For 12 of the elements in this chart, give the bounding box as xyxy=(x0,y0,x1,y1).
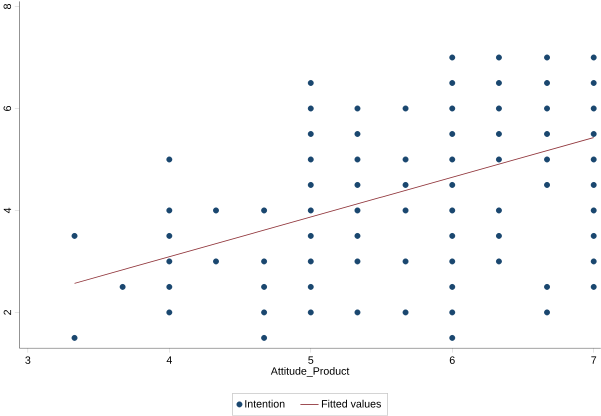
x-tick-label: 5 xyxy=(308,356,314,364)
legend-label: Fitted values xyxy=(322,400,381,408)
x-tick-label: 3 xyxy=(25,356,30,364)
y-tick-label: 2 xyxy=(4,310,12,316)
legend-label: Intention xyxy=(245,400,284,408)
x-tick-label: 4 xyxy=(166,356,172,364)
x-tick-label: 6 xyxy=(450,356,455,364)
y-tick-label: 4 xyxy=(4,208,12,214)
x-tick-label: 7 xyxy=(591,356,596,364)
x-axis-title: Attitude_Product xyxy=(270,367,350,377)
y-tick-label: 8 xyxy=(4,4,12,10)
y-tick-label: 6 xyxy=(4,106,12,112)
